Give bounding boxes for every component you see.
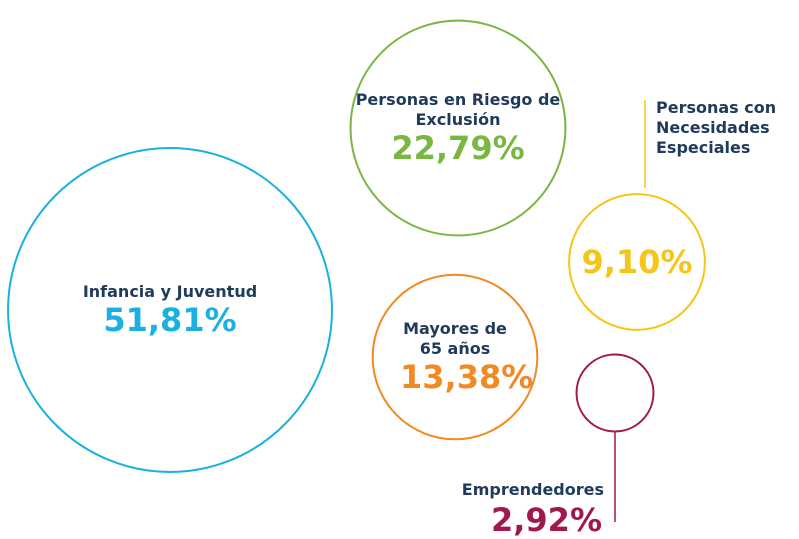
bubble [568,193,706,331]
bubble [371,273,539,441]
category-name: Infancia y Juventud [82,282,258,301]
bubble [575,353,655,433]
bubble-label: Mayores de 65 años 13,38% [400,319,534,396]
bubble [7,147,333,473]
value-label: 2,92% [490,501,602,539]
bubble-label: Personas en Riesgo de Exclusión 22,79% [353,90,563,166]
category-name: Emprendedores [461,480,604,499]
bubble-label: Infancia y Juventud 51,81% [50,282,290,338]
bubble [349,19,567,237]
category-name: Personas en Riesgo de Exclusión [355,90,561,129]
value-label: 9,10% [581,243,693,281]
category-name: Mayores de 65 años [403,319,507,358]
value-label: 13,38% [400,358,534,396]
value-label: 51,81% [103,301,237,339]
category-name: Personas con Necesidades Especiales [656,98,777,157]
value-label: 22,79% [391,129,525,167]
